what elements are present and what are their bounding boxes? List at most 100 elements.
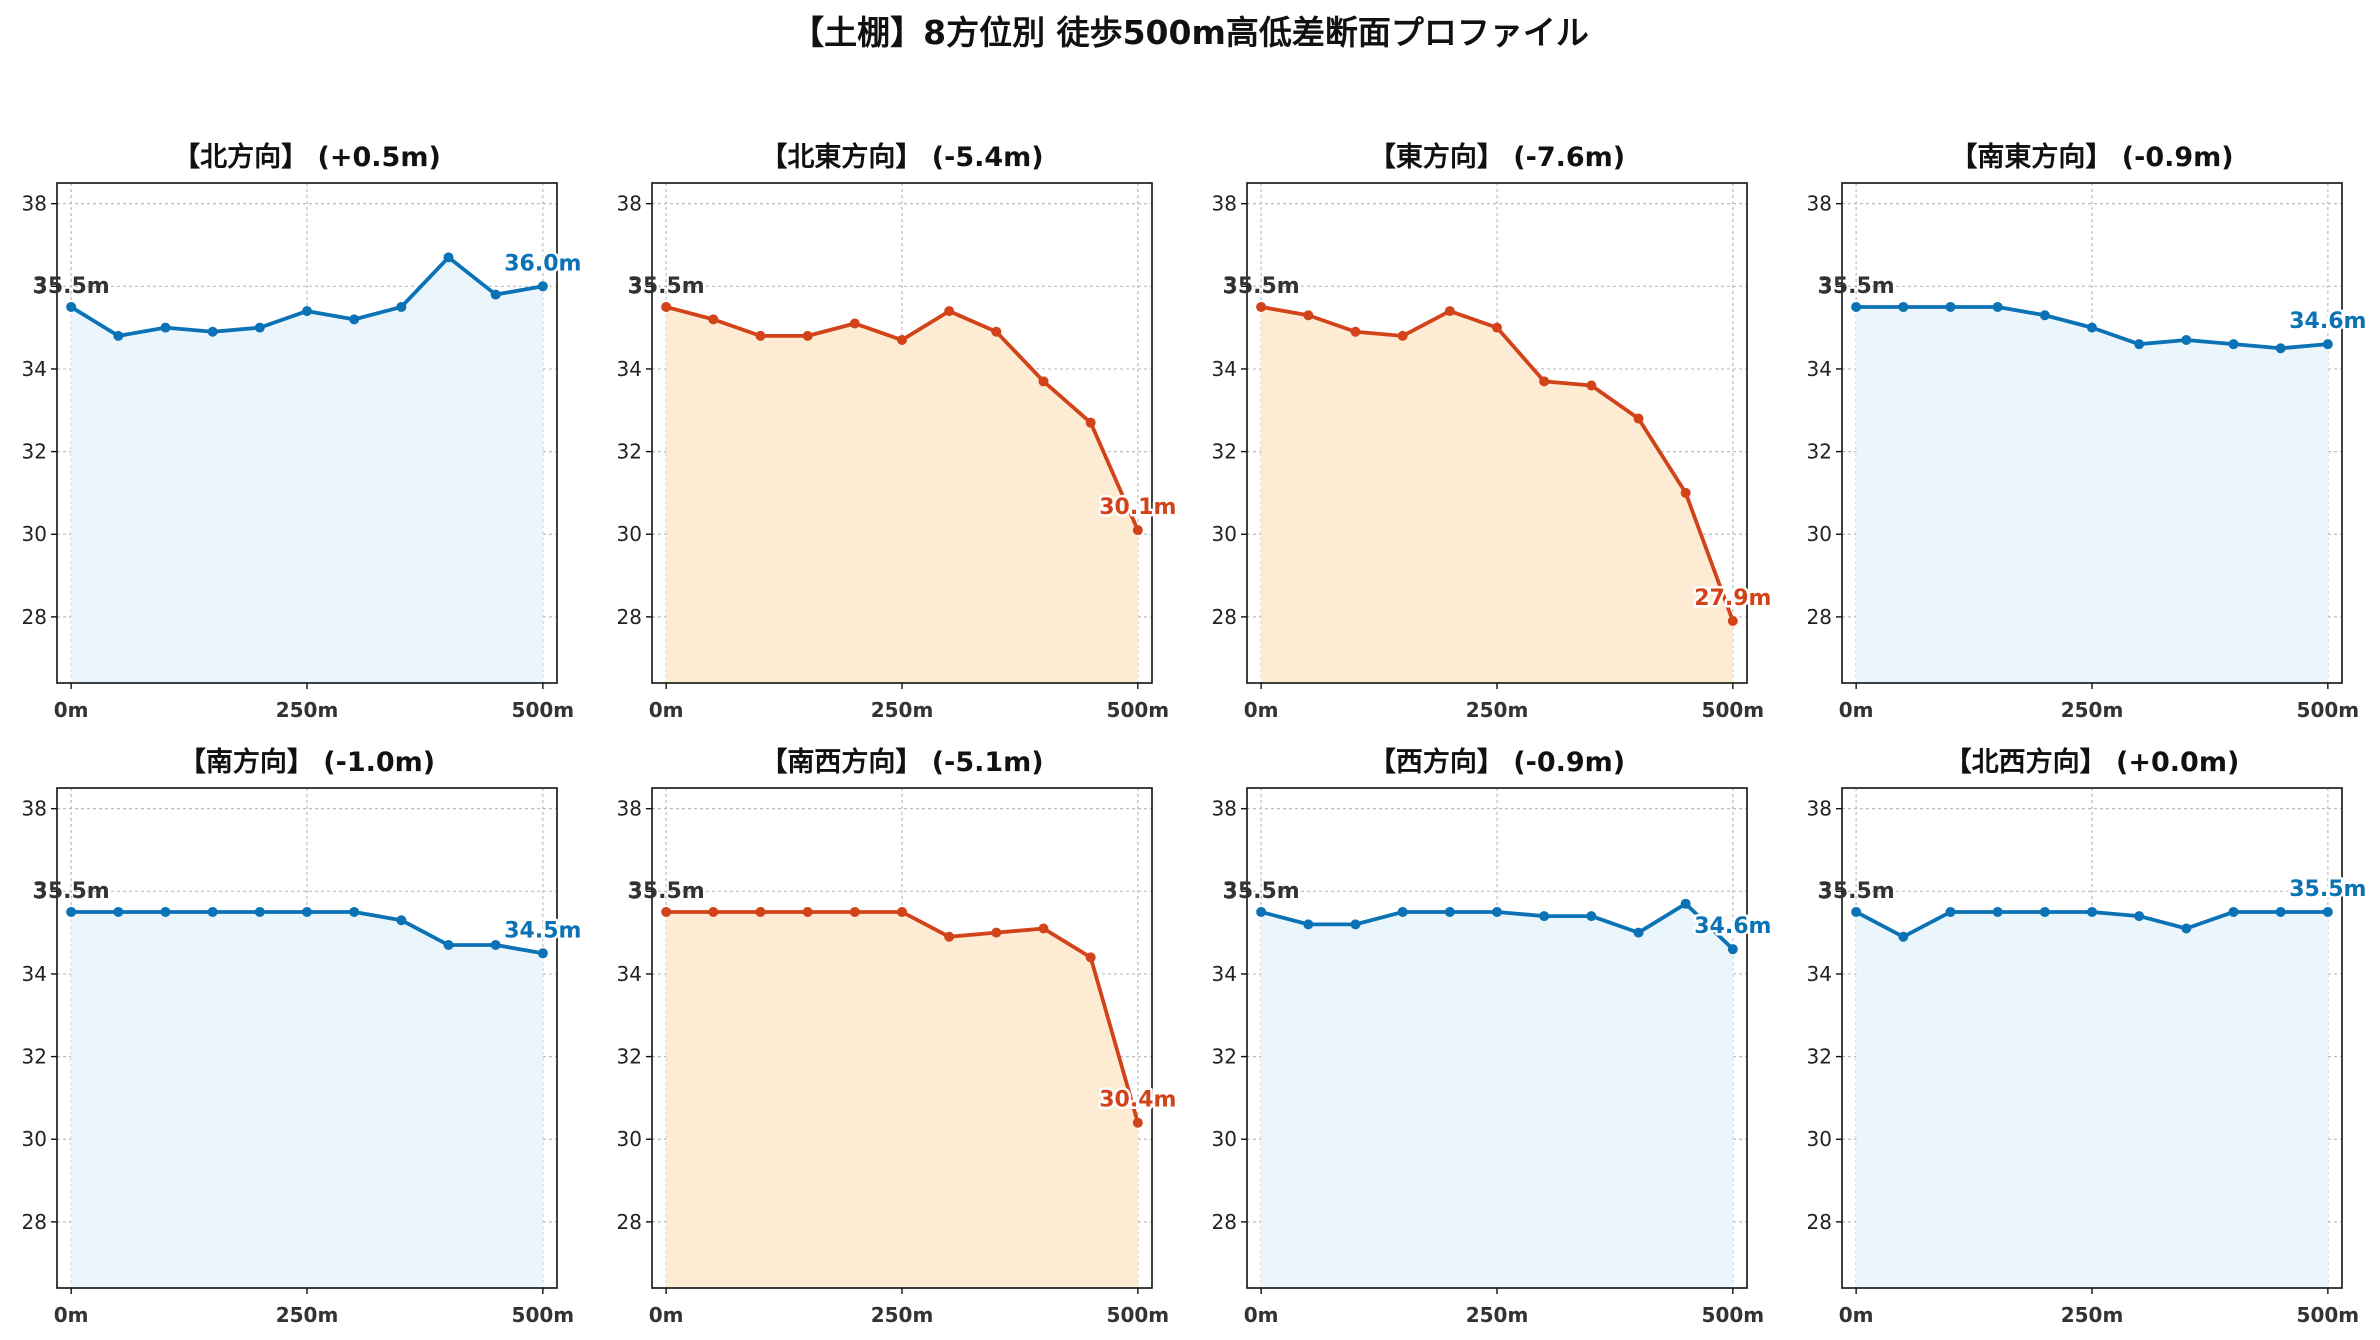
data-point [1945, 301, 1956, 312]
data-point [1350, 919, 1361, 930]
x-tick-label: 500m [512, 1303, 575, 1327]
data-point [802, 906, 813, 917]
data-point [1444, 906, 1455, 917]
x-tick-label: 500m [512, 698, 575, 722]
data-point [160, 906, 171, 917]
y-tick-label: 32 [1807, 1045, 1832, 1069]
y-tick-label: 34 [1212, 962, 1237, 986]
area-fill [1261, 903, 1733, 1288]
y-tick-label: 3 [629, 879, 642, 903]
y-tick-label: 34 [22, 962, 47, 986]
start-elevation-label: 35.5m [33, 274, 110, 299]
end-elevation-label: 34.6m [2289, 309, 2366, 334]
start-elevation-label: 35.5m [1223, 274, 1300, 299]
x-tick-label: 250m [2061, 1303, 2124, 1327]
y-tick-label: 34 [1212, 357, 1237, 381]
data-point [1539, 376, 1550, 387]
y-tick-label: 30 [22, 1127, 47, 1151]
x-tick-label: 500m [1702, 1303, 1765, 1327]
x-tick-label: 0m [54, 1303, 89, 1327]
data-point [490, 289, 501, 300]
data-point [1992, 906, 2003, 917]
y-tick-label: 34 [22, 357, 47, 381]
data-point [2181, 335, 2192, 346]
y-tick-label: 30 [22, 522, 47, 546]
y-tick-label: 38 [1212, 192, 1237, 216]
data-point [207, 326, 218, 337]
data-point [1397, 906, 1408, 917]
data-point [1350, 326, 1361, 337]
figure-title: 【土棚】8方位別 徒歩500m高低差断面プロファイル [791, 13, 1589, 52]
area-fill [1856, 911, 2328, 1288]
x-tick-label: 250m [871, 698, 934, 722]
start-elevation-label: 35.5m [1223, 879, 1300, 904]
y-tick-label: 32 [22, 440, 47, 464]
data-point [1038, 376, 1049, 387]
end-elevation-label: 36.0m [504, 251, 581, 276]
end-elevation-label: 34.5m [504, 918, 581, 943]
data-point [1898, 931, 1909, 942]
chart-panel: 【北方向】 (+0.5m) 28 30 32 34 3 38 0m 250m 500m 35.5m 3… [22, 141, 584, 722]
chart-panel: 【南東方向】 (-0.9m) 28 30 32 34 3 38 0m 250m 500m 35.5m… [1807, 141, 2369, 722]
data-point [2322, 906, 2333, 917]
x-tick-label: 500m [2297, 1303, 2360, 1327]
chart-panel: 【北東方向】 (-5.4m) 28 30 32 34 3 38 0m 250m 500m 35.5m… [617, 141, 1179, 722]
data-point [755, 906, 766, 917]
y-tick-label: 3 [629, 274, 642, 298]
y-tick-label: 28 [1807, 605, 1832, 629]
data-point [254, 322, 265, 333]
data-point [1680, 898, 1691, 909]
data-point [661, 301, 672, 312]
data-point [66, 301, 77, 312]
x-tick-label: 0m [649, 698, 684, 722]
y-tick-label: 30 [1212, 1127, 1237, 1151]
data-point [349, 906, 360, 917]
panel-title: 【西方向】 (-0.9m) [1369, 746, 1625, 778]
x-tick-label: 250m [276, 1303, 339, 1327]
data-point [396, 301, 407, 312]
end-elevation-label: 35.5m [2289, 877, 2366, 902]
y-tick-label: 28 [617, 605, 642, 629]
data-point [991, 326, 1002, 337]
data-point [755, 330, 766, 341]
data-point [897, 906, 907, 917]
data-point [708, 314, 719, 325]
y-tick-label: 3 [1819, 274, 1832, 298]
data-point [802, 330, 813, 341]
x-tick-label: 500m [2297, 698, 2360, 722]
y-tick-label: 30 [1807, 522, 1832, 546]
panel-title: 【北方向】 (+0.5m) [173, 141, 441, 173]
data-point [2275, 906, 2286, 917]
data-point [1038, 923, 1049, 934]
data-point [2322, 339, 2333, 350]
y-tick-label: 38 [1212, 797, 1237, 821]
data-point [1132, 525, 1143, 536]
x-tick-label: 500m [1107, 698, 1170, 722]
data-point [2039, 906, 2050, 917]
y-tick-label: 38 [617, 192, 642, 216]
panel-title: 【北東方向】 (-5.4m) [760, 141, 1043, 173]
start-elevation-label: 35.5m [628, 879, 705, 904]
area-fill [1856, 306, 2328, 683]
y-tick-label: 3 [34, 274, 47, 298]
area-fill [666, 911, 1138, 1288]
x-tick-label: 250m [276, 698, 339, 722]
data-point [1256, 906, 1267, 917]
data-point [1303, 310, 1314, 321]
data-point [160, 322, 171, 333]
panel-title: 【南東方向】 (-0.9m) [1950, 141, 2233, 173]
data-point [897, 335, 907, 346]
x-tick-label: 250m [1466, 698, 1529, 722]
x-tick-label: 0m [1244, 698, 1279, 722]
x-tick-label: 0m [1839, 698, 1874, 722]
data-point [2134, 339, 2145, 350]
data-point [1898, 301, 1909, 312]
y-tick-label: 28 [1807, 1210, 1832, 1234]
y-tick-label: 3 [1224, 274, 1237, 298]
y-tick-label: 3 [34, 879, 47, 903]
data-point [1132, 1117, 1143, 1128]
y-tick-label: 30 [1212, 522, 1237, 546]
data-point [302, 906, 312, 917]
end-elevation-label: 30.4m [1099, 1088, 1176, 1113]
y-tick-label: 30 [617, 522, 642, 546]
